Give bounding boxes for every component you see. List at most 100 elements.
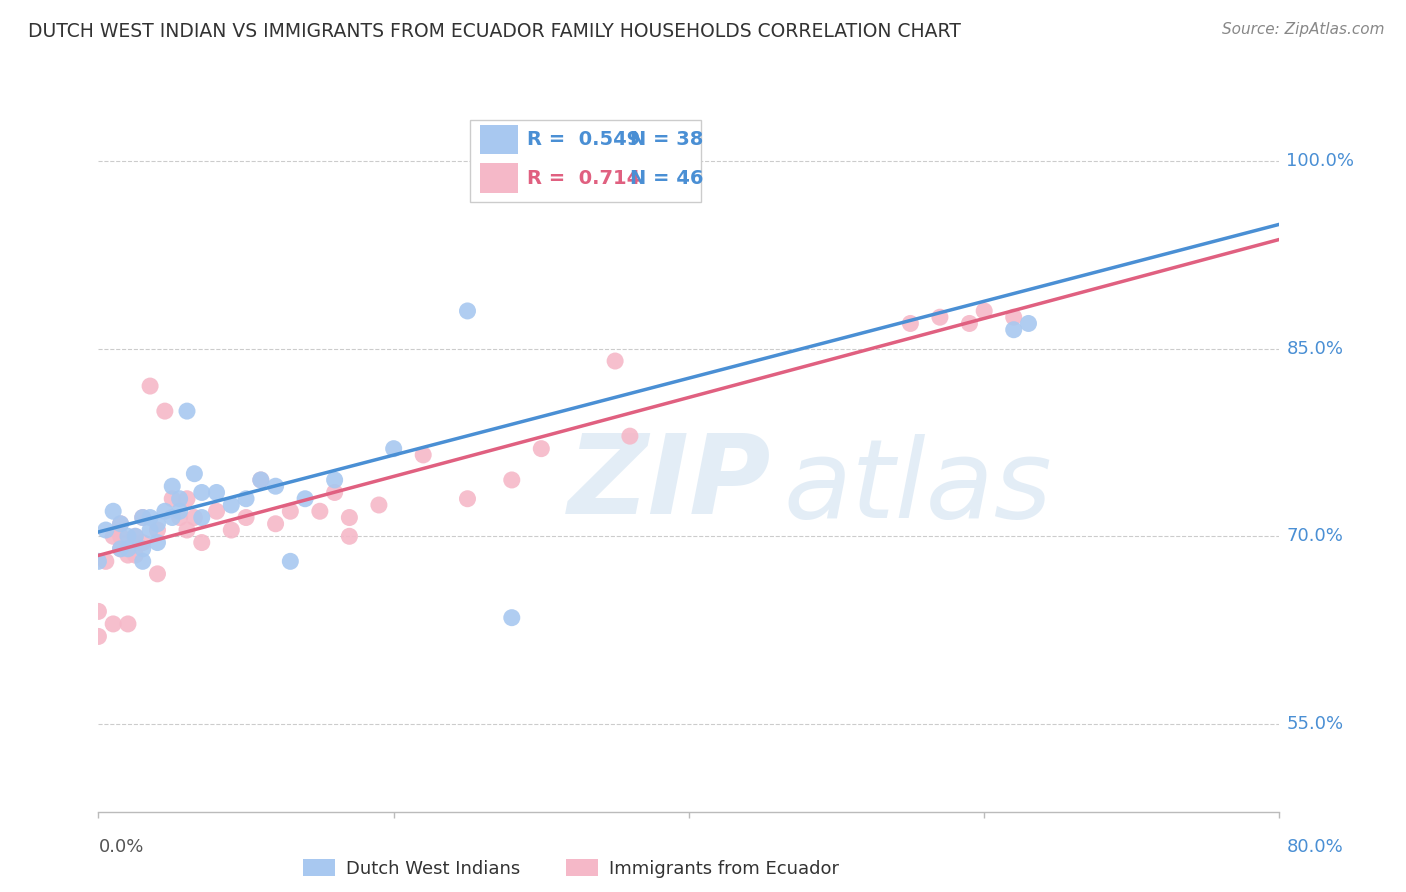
- Point: [132, 554, 155, 568]
- Point: [162, 479, 183, 493]
- Point: [103, 616, 125, 631]
- Text: ZIP: ZIP: [568, 430, 772, 537]
- Point: [219, 523, 242, 537]
- Text: DUTCH WEST INDIAN VS IMMIGRANTS FROM ECUADOR FAMILY HOUSEHOLDS CORRELATION CHART: DUTCH WEST INDIAN VS IMMIGRANTS FROM ECU…: [28, 22, 960, 41]
- Text: 70.0%: 70.0%: [1286, 527, 1343, 545]
- Point: [103, 504, 125, 518]
- Point: [124, 529, 146, 543]
- Point: [250, 473, 273, 487]
- Text: 80.0%: 80.0%: [1286, 838, 1343, 856]
- Point: [501, 473, 523, 487]
- Point: [508, 153, 530, 168]
- Point: [973, 304, 995, 318]
- Legend: Dutch West Indians, Immigrants from Ecuador: Dutch West Indians, Immigrants from Ecua…: [295, 852, 846, 885]
- Text: atlas: atlas: [783, 434, 1052, 541]
- Point: [264, 479, 287, 493]
- Point: [337, 510, 360, 524]
- Point: [94, 523, 117, 537]
- Point: [153, 404, 176, 418]
- Point: [110, 541, 132, 556]
- Point: [928, 310, 950, 325]
- Point: [191, 535, 214, 549]
- Point: [87, 604, 110, 618]
- Point: [382, 442, 405, 456]
- Point: [278, 554, 302, 568]
- Point: [124, 548, 146, 562]
- Point: [900, 317, 922, 331]
- Text: R =  0.549: R = 0.549: [527, 130, 640, 149]
- Point: [176, 491, 198, 506]
- Point: [191, 485, 214, 500]
- Point: [323, 473, 346, 487]
- Point: [309, 504, 332, 518]
- Point: [456, 491, 478, 506]
- Text: R =  0.714: R = 0.714: [527, 169, 640, 187]
- Point: [110, 516, 132, 531]
- Point: [146, 523, 169, 537]
- Point: [323, 485, 346, 500]
- Point: [294, 491, 316, 506]
- Point: [337, 529, 360, 543]
- Point: [117, 541, 139, 556]
- Point: [117, 548, 139, 562]
- Text: 0.0%: 0.0%: [98, 838, 143, 856]
- Point: [117, 616, 139, 631]
- Point: [1017, 317, 1039, 331]
- FancyBboxPatch shape: [479, 163, 517, 193]
- Point: [183, 510, 205, 524]
- Point: [153, 504, 176, 518]
- Point: [146, 516, 169, 531]
- Point: [169, 510, 191, 524]
- Point: [530, 442, 553, 456]
- Text: 100.0%: 100.0%: [1286, 152, 1354, 169]
- Point: [219, 498, 242, 512]
- Point: [146, 566, 169, 581]
- Point: [412, 448, 434, 462]
- Point: [94, 554, 117, 568]
- Point: [124, 529, 146, 543]
- Point: [169, 504, 191, 518]
- Point: [146, 535, 169, 549]
- FancyBboxPatch shape: [479, 125, 517, 154]
- Point: [235, 491, 257, 506]
- Point: [87, 554, 110, 568]
- Point: [103, 529, 125, 543]
- Point: [605, 354, 627, 368]
- Point: [117, 529, 139, 543]
- Point: [235, 510, 257, 524]
- Point: [132, 535, 155, 549]
- Point: [110, 541, 132, 556]
- Point: [456, 304, 478, 318]
- Point: [132, 541, 155, 556]
- FancyBboxPatch shape: [471, 120, 700, 202]
- Point: [162, 510, 183, 524]
- Point: [139, 523, 162, 537]
- Point: [368, 498, 391, 512]
- Text: 85.0%: 85.0%: [1286, 340, 1344, 358]
- Point: [191, 510, 214, 524]
- Point: [132, 510, 155, 524]
- Text: 55.0%: 55.0%: [1286, 715, 1344, 733]
- Text: N = 38: N = 38: [630, 130, 703, 149]
- Point: [110, 529, 132, 543]
- Point: [162, 491, 183, 506]
- Text: N = 46: N = 46: [630, 169, 703, 187]
- Point: [959, 317, 981, 331]
- Point: [264, 516, 287, 531]
- Point: [278, 504, 302, 518]
- Point: [1002, 323, 1025, 337]
- Text: Source: ZipAtlas.com: Source: ZipAtlas.com: [1222, 22, 1385, 37]
- Point: [176, 404, 198, 418]
- Point: [205, 485, 228, 500]
- Point: [183, 467, 205, 481]
- Point: [250, 473, 273, 487]
- Point: [139, 510, 162, 524]
- Point: [87, 630, 110, 644]
- Point: [169, 491, 191, 506]
- Point: [132, 510, 155, 524]
- Point: [1002, 310, 1025, 325]
- Point: [176, 523, 198, 537]
- Point: [139, 379, 162, 393]
- Point: [619, 429, 641, 443]
- Point: [205, 504, 228, 518]
